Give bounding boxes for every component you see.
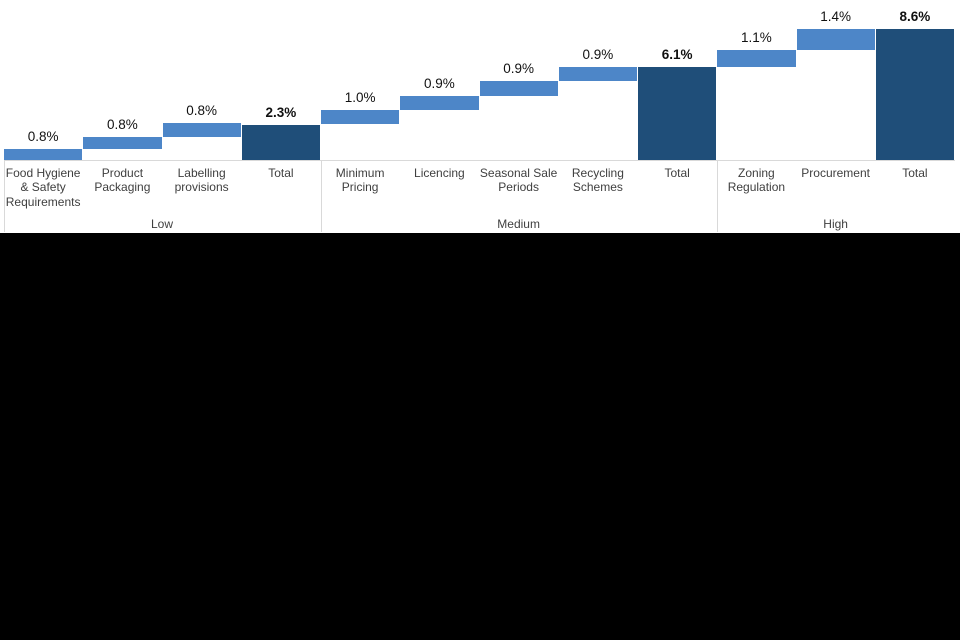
category-label: Seasonal Sale Periods bbox=[479, 165, 558, 195]
group-separator-line bbox=[716, 160, 718, 232]
bar-value-label: 1.1% bbox=[740, 30, 772, 46]
waterfall-bar bbox=[241, 124, 320, 160]
category-label: Licencing bbox=[414, 165, 465, 180]
group-label: High bbox=[823, 216, 848, 231]
category-label: Food Hygiene & Safety Requirements bbox=[5, 165, 81, 209]
waterfall-bar bbox=[4, 149, 83, 160]
waterfall-bar bbox=[83, 137, 162, 150]
category-label: Product Packaging bbox=[94, 165, 151, 195]
waterfall-chart: Low 0.8% Food Hygiene & Safety Requirement… bbox=[0, 0, 960, 233]
waterfall-bar bbox=[717, 50, 796, 67]
waterfall-bar bbox=[400, 96, 479, 110]
group-label: Low bbox=[150, 216, 173, 231]
category-label: Minimum Pricing bbox=[335, 165, 385, 195]
waterfall-bar bbox=[796, 29, 875, 51]
black-letterbox bbox=[0, 233, 960, 640]
waterfall-bar bbox=[638, 67, 717, 160]
waterfall-bar bbox=[321, 109, 400, 124]
category-axis-line bbox=[3, 160, 955, 161]
category-label: Total bbox=[902, 165, 928, 180]
bar-value-label: 6.1% bbox=[661, 47, 693, 63]
category-label: Total bbox=[268, 165, 294, 180]
category-label: Procurement bbox=[801, 165, 870, 180]
bar-value-label: 0.8% bbox=[106, 117, 138, 133]
category-label: Total bbox=[664, 165, 690, 180]
category-label: Zoning Regulation bbox=[727, 165, 786, 195]
bar-value-label: 8.6% bbox=[899, 9, 931, 25]
bar-value-label: 2.3% bbox=[265, 104, 297, 120]
waterfall-bar bbox=[875, 29, 954, 160]
waterfall-bar bbox=[162, 123, 241, 138]
bar-value-label: 0.8% bbox=[27, 129, 59, 145]
bar-value-label: 0.9% bbox=[582, 46, 614, 62]
bar-value-label: 0.8% bbox=[186, 103, 218, 119]
bar-value-label: 1.0% bbox=[344, 89, 376, 105]
bar-value-label: 0.9% bbox=[503, 60, 535, 76]
category-label: Labelling provisions bbox=[174, 165, 229, 195]
bar-value-label: 0.9% bbox=[423, 76, 455, 92]
group-label: Medium bbox=[497, 216, 540, 231]
waterfall-bar bbox=[479, 80, 558, 97]
group-separator-line bbox=[320, 160, 322, 232]
group-separator-line bbox=[3, 160, 5, 232]
waterfall-bar bbox=[558, 66, 637, 81]
bar-value-label: 1.4% bbox=[820, 9, 852, 25]
category-label: Recycling Schemes bbox=[571, 165, 624, 195]
